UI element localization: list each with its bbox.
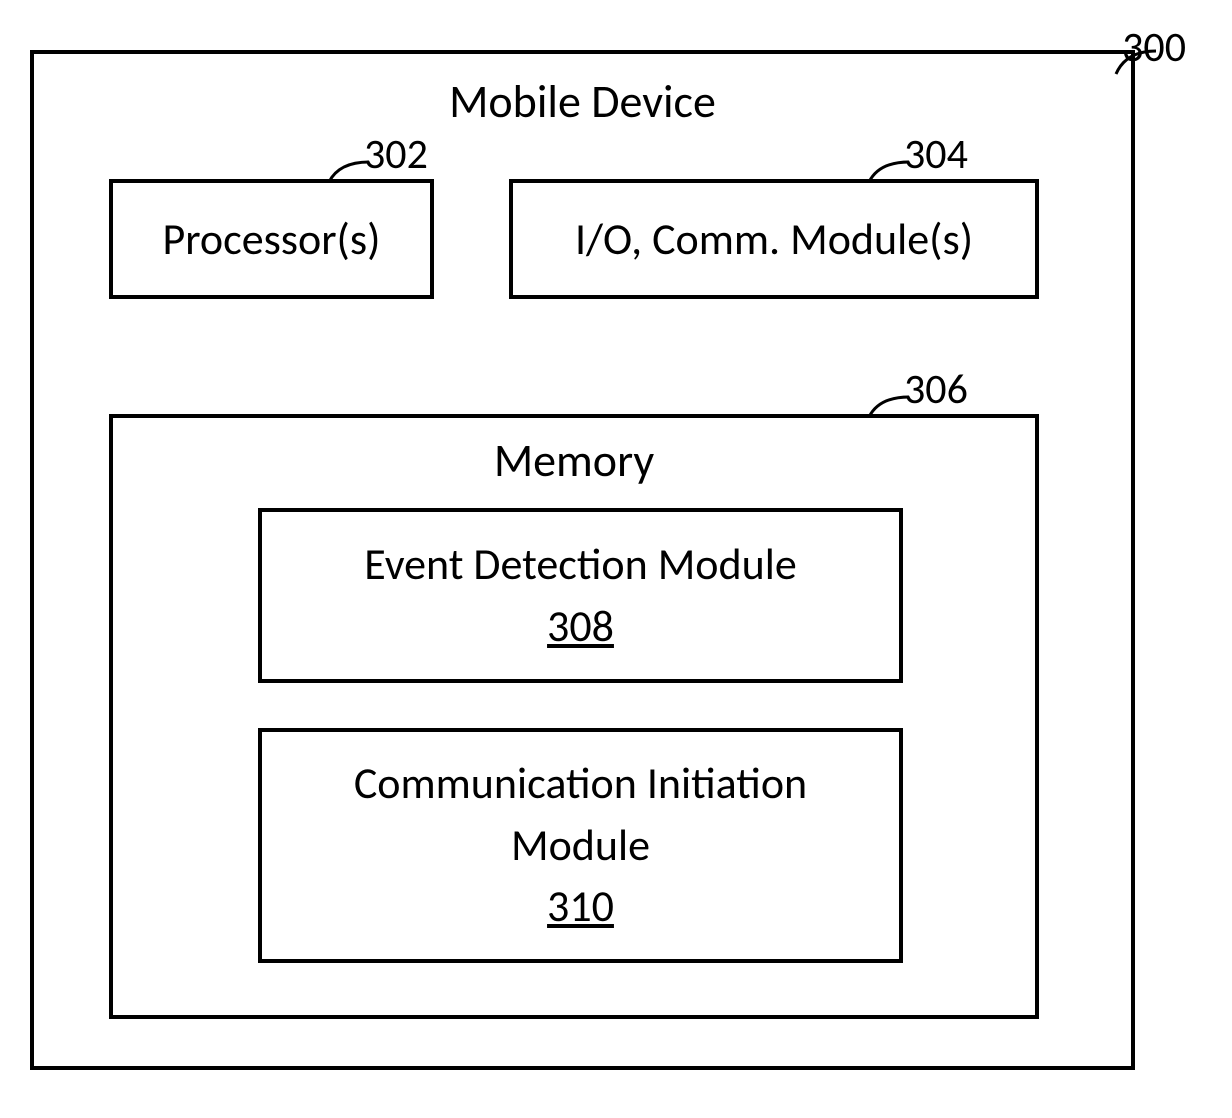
- processor-ref-label: 302: [364, 129, 428, 180]
- event-label: Event Detection Module: [364, 534, 797, 596]
- outer-ref-label: 300: [1122, 22, 1186, 73]
- memory-ref-label: 306: [904, 364, 968, 415]
- memory-title: Memory: [113, 433, 1035, 489]
- outer-title: Mobile Device: [34, 74, 1131, 130]
- comm-ref: 310: [547, 876, 614, 938]
- comm-label-line2: Module: [511, 815, 650, 877]
- comm-label-line1: Communication Initiation: [354, 753, 807, 815]
- event-detection-box: Event Detection Module 308: [258, 508, 903, 683]
- processor-box: Processor(s): [109, 179, 434, 299]
- mobile-device-box: 300 Mobile Device 302 Processor(s) 304 I…: [30, 50, 1135, 1070]
- memory-box: Memory Event Detection Module 308 Commun…: [109, 414, 1039, 1019]
- io-label: I/O, Comm. Module(s): [575, 212, 973, 266]
- event-ref: 308: [547, 596, 614, 658]
- diagram-container: 300 Mobile Device 302 Processor(s) 304 I…: [30, 50, 1135, 1070]
- processor-label: Processor(s): [163, 212, 381, 266]
- comm-initiation-box: Communication Initiation Module 310: [258, 728, 903, 963]
- io-box: I/O, Comm. Module(s): [509, 179, 1039, 299]
- io-ref-label: 304: [904, 129, 968, 180]
